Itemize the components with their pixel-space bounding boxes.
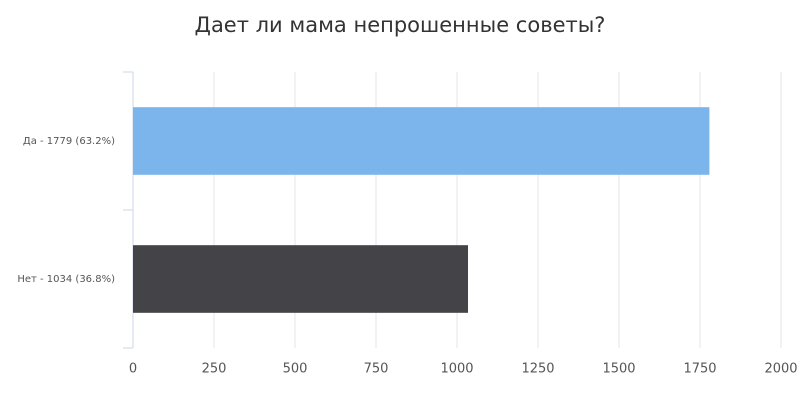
x-tick-label: 1000 xyxy=(440,362,473,377)
x-tick-label: 500 xyxy=(283,362,308,377)
x-tick-label: 0 xyxy=(129,362,137,377)
x-tick-label: 2000 xyxy=(764,362,797,377)
x-tick-label: 1750 xyxy=(683,362,716,377)
x-tick-label: 750 xyxy=(364,362,389,377)
bar xyxy=(133,245,469,313)
y-tick-label: Да - 1779 (63.2%) xyxy=(23,136,115,147)
x-tick-label: 1500 xyxy=(602,362,635,377)
x-tick-label: 1250 xyxy=(521,362,554,377)
y-tick-label: Нет - 1034 (36.8%) xyxy=(17,274,115,285)
bar xyxy=(133,107,710,175)
chart-title: Дает ли мама непрошенные советы? xyxy=(195,13,606,37)
x-tick-label: 250 xyxy=(202,362,227,377)
